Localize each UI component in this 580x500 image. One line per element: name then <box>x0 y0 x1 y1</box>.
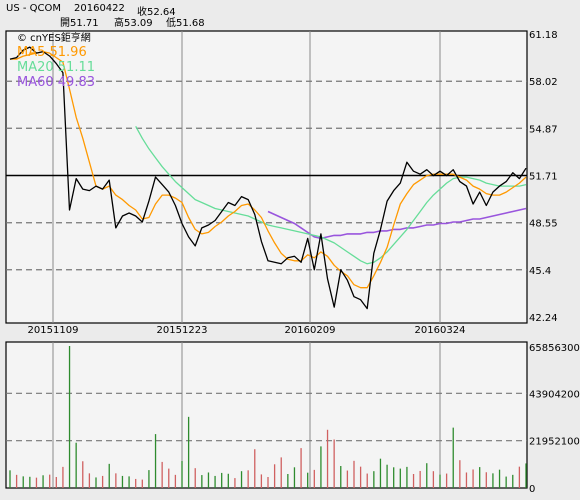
price-tick-label: 42.24 <box>529 313 558 324</box>
open-label: 開51.71 <box>60 18 99 29</box>
close-series-line <box>9 46 527 310</box>
watermark: © cnYES鉅亨網 <box>17 31 91 44</box>
legend-ma5: MA5 51.96 <box>17 45 87 60</box>
legend-ma60: MA60 49.83 <box>17 75 95 90</box>
symbol-label: US - QCOM <box>6 3 61 14</box>
date-label: 20151223 <box>157 325 208 336</box>
date-label: 20160324 <box>415 325 466 336</box>
price-tick-label: 45.4 <box>529 266 551 277</box>
volume-tick-label: 65856300 <box>529 343 580 354</box>
close-label: 收52.64 <box>137 7 176 18</box>
price-tick-label: 61.18 <box>529 30 558 41</box>
date-label: 20160209 <box>285 325 336 336</box>
volume-tick-label: 43904200 <box>529 389 580 400</box>
high-label: 高53.09 <box>114 18 153 29</box>
price-tick-label: 54.87 <box>529 124 558 135</box>
date-label: 20160422 <box>74 3 125 14</box>
price-tick-label: 48.55 <box>529 219 558 230</box>
low-label: 低51.68 <box>166 18 205 29</box>
price-tick-label: 51.71 <box>529 172 558 183</box>
volume-tick-label: 0 <box>529 484 535 495</box>
volume-panel <box>5 341 528 489</box>
legend-ma20: MA20 51.11 <box>17 60 95 75</box>
date-label: 20151109 <box>28 325 79 336</box>
volume-tick-label: 21952100 <box>529 437 580 448</box>
price-tick-label: 58.02 <box>529 77 558 88</box>
